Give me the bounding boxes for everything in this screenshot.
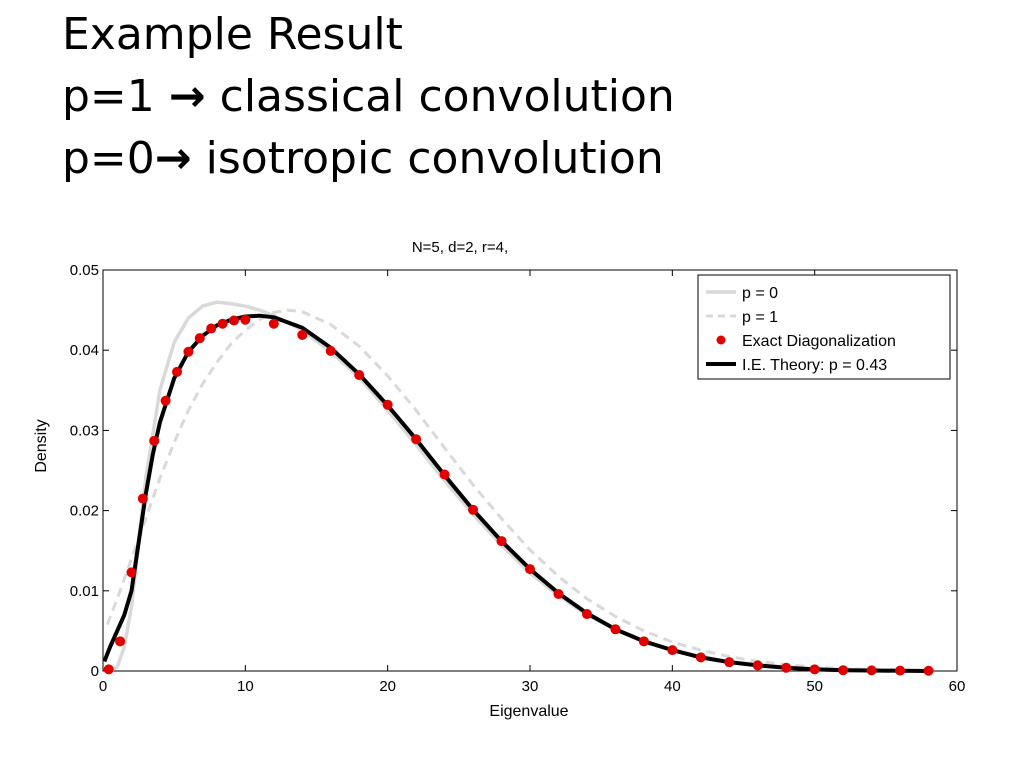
x-axis-label: Eigenvalue bbox=[489, 703, 568, 720]
x-tick-label: 40 bbox=[664, 678, 681, 695]
y-tick-label: 0.03 bbox=[70, 422, 99, 439]
exact-diagonalization-point bbox=[268, 318, 279, 329]
exact-diagonalization-point bbox=[752, 660, 763, 671]
y-tick-label: 0.05 bbox=[70, 262, 99, 279]
exact-diagonalization-point bbox=[439, 469, 450, 480]
exact-diagonalization-point bbox=[183, 346, 194, 357]
x-tick-label: 10 bbox=[237, 678, 254, 695]
exact-diagonalization-point bbox=[781, 662, 792, 673]
exact-diagonalization-point bbox=[525, 564, 535, 575]
exact-diagonalization-point bbox=[667, 645, 678, 656]
x-tick-label: 60 bbox=[949, 678, 966, 695]
exact-diagonalization-point bbox=[496, 536, 507, 547]
exact-diagonalization-point bbox=[809, 664, 820, 675]
title-line-2: p=1 → classical convolution bbox=[62, 71, 675, 122]
exact-diagonalization-point bbox=[411, 434, 422, 445]
legend-swatch-exact bbox=[716, 335, 726, 345]
exact-diagonalization-point bbox=[137, 493, 148, 504]
exact-diagonalization-point bbox=[217, 318, 228, 329]
legend: p = 0 p = 1 Exact Diagonalization I.E. Theo… bbox=[697, 274, 951, 380]
exact-diagonalization-point bbox=[638, 636, 649, 647]
exact-diagonalization-point bbox=[325, 346, 336, 357]
exact-diagonalization-point bbox=[923, 665, 934, 676]
exact-diagonalization-point bbox=[838, 665, 849, 676]
exact-diagonalization-point bbox=[149, 435, 160, 446]
exact-diagonalization-point bbox=[206, 323, 217, 334]
y-tick-label: 0.02 bbox=[70, 503, 99, 520]
legend-label: p = 0 bbox=[742, 285, 778, 302]
exact-diagonalization-point bbox=[160, 395, 171, 406]
exact-diagonalization-point bbox=[354, 370, 365, 381]
exact-diagonalization-point bbox=[610, 624, 621, 635]
y-tick-label: 0.04 bbox=[70, 342, 99, 359]
legend-box bbox=[697, 274, 951, 380]
exact-diagonalization-point bbox=[126, 567, 137, 578]
chart-title: N=5, d=2, r=4, bbox=[412, 239, 508, 256]
exact-diagonalization-point bbox=[724, 657, 735, 668]
exact-diagonalization-point bbox=[895, 665, 906, 676]
x-tick-label: 20 bbox=[379, 678, 396, 695]
exact-diagonalization-point bbox=[228, 315, 239, 326]
exact-diagonalization-point bbox=[468, 504, 479, 515]
y-tick-label: 0 bbox=[91, 663, 99, 680]
right-arrow-icon: → bbox=[168, 71, 206, 122]
title-line-3: p=0→ isotropic convolution bbox=[62, 133, 664, 184]
right-arrow-icon: → bbox=[154, 133, 192, 184]
y-tick-label: 0.01 bbox=[70, 583, 99, 600]
exact-diagonalization-point bbox=[382, 399, 393, 410]
exact-diagonalization-point bbox=[194, 333, 205, 344]
density-chart: N=5, d=2, r=4, 0 10 20 30 40 50 60 0 0.01 0.02 0.0… bbox=[33, 239, 966, 720]
exact-diagonalization-point bbox=[115, 636, 126, 647]
exact-diagonalization-point bbox=[553, 589, 564, 600]
series-line-theory bbox=[102, 313, 929, 673]
exact-diagonalization-point bbox=[240, 314, 251, 325]
slide-title: Example Result p=1 → classical convoluti… bbox=[62, 4, 675, 190]
legend-label: Exact Diagonalization bbox=[742, 333, 896, 350]
legend-label: p = 1 bbox=[742, 309, 778, 326]
x-tick-label: 0 bbox=[99, 678, 107, 695]
exact-diagonalization-point bbox=[581, 609, 592, 620]
exact-diagonalization-point bbox=[103, 664, 114, 675]
x-tick-label: 30 bbox=[522, 678, 539, 695]
exact-diagonalization-point bbox=[297, 329, 308, 340]
y-axis-label: Density bbox=[33, 419, 50, 472]
exact-diagonalization-point bbox=[695, 652, 706, 663]
exact-diagonalization-point bbox=[866, 665, 877, 676]
exact-diagonalization-point bbox=[172, 366, 183, 377]
title-line-1: Example Result bbox=[62, 9, 403, 60]
x-tick-label: 50 bbox=[806, 678, 823, 695]
legend-label: I.E. Theory: p = 0.43 bbox=[742, 357, 887, 374]
